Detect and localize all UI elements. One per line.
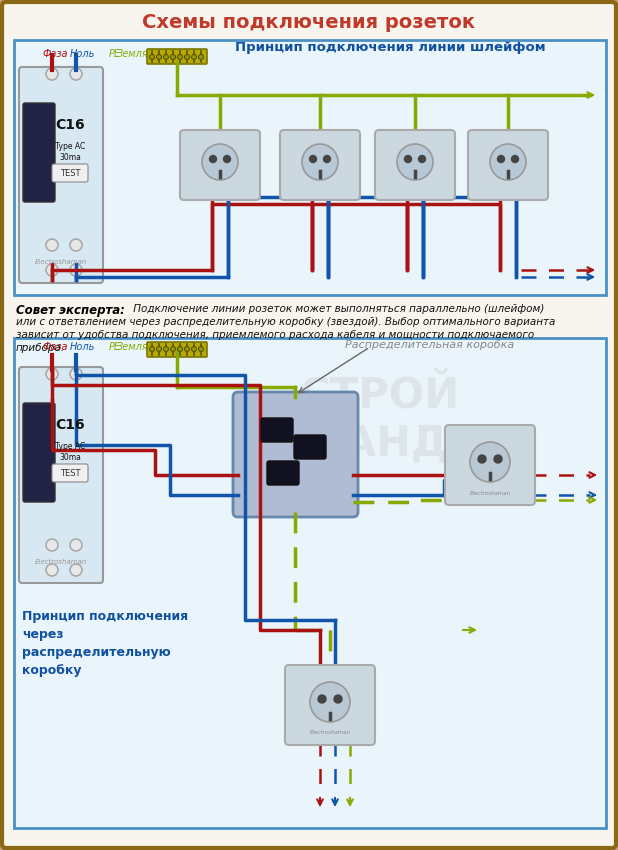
- Text: РЕ: РЕ: [109, 342, 121, 352]
- FancyBboxPatch shape: [52, 464, 88, 482]
- FancyBboxPatch shape: [280, 130, 360, 200]
- FancyBboxPatch shape: [233, 392, 358, 517]
- Circle shape: [192, 54, 197, 60]
- Circle shape: [318, 695, 326, 703]
- Circle shape: [171, 347, 176, 352]
- Circle shape: [470, 442, 510, 482]
- Circle shape: [494, 455, 502, 463]
- Circle shape: [46, 368, 58, 380]
- Text: РЕ: РЕ: [109, 49, 121, 59]
- Text: СТРОЙ
БАНД: СТРОЙ БАНД: [300, 375, 460, 465]
- Circle shape: [46, 264, 58, 276]
- Text: Земля: Земля: [117, 49, 149, 59]
- FancyBboxPatch shape: [180, 130, 260, 200]
- Text: Фаза: Фаза: [42, 49, 68, 59]
- Circle shape: [156, 347, 161, 352]
- Text: Type AC
30ma: Type AC 30ma: [55, 442, 85, 462]
- Circle shape: [150, 54, 154, 60]
- FancyBboxPatch shape: [285, 665, 375, 745]
- Text: Совет эксперта:: Совет эксперта:: [16, 304, 125, 317]
- Circle shape: [497, 156, 504, 162]
- Circle shape: [202, 144, 238, 180]
- Text: Подключение линии розеток может выполняться параллельно (шлейфом): Подключение линии розеток может выполнят…: [130, 304, 544, 314]
- Text: C16: C16: [55, 418, 85, 432]
- Circle shape: [164, 347, 169, 352]
- Circle shape: [46, 68, 58, 80]
- Text: Принцип подключения
через
распределительную
коробку: Принцип подключения через распределитель…: [22, 610, 188, 677]
- FancyBboxPatch shape: [468, 130, 548, 200]
- Text: Распределительная коробка: Распределительная коробка: [345, 340, 515, 350]
- FancyBboxPatch shape: [267, 461, 299, 485]
- Circle shape: [310, 156, 316, 162]
- Circle shape: [310, 682, 350, 722]
- Circle shape: [164, 54, 169, 60]
- Text: C16: C16: [55, 118, 85, 132]
- Text: зависит от удобства подключения, приемлемого расхода кабеля и мощности подключае: зависит от удобства подключения, приемле…: [16, 330, 534, 340]
- Circle shape: [46, 539, 58, 551]
- Circle shape: [70, 539, 82, 551]
- Circle shape: [418, 156, 426, 162]
- FancyBboxPatch shape: [147, 342, 207, 357]
- Text: Electroshaman: Electroshaman: [310, 730, 350, 735]
- Circle shape: [198, 54, 203, 60]
- Circle shape: [323, 156, 331, 162]
- FancyBboxPatch shape: [14, 40, 606, 295]
- FancyBboxPatch shape: [23, 103, 55, 202]
- Circle shape: [171, 54, 176, 60]
- FancyBboxPatch shape: [14, 338, 606, 828]
- FancyBboxPatch shape: [52, 164, 88, 182]
- Text: Ноль: Ноль: [69, 342, 95, 352]
- Circle shape: [192, 347, 197, 352]
- Circle shape: [334, 695, 342, 703]
- Circle shape: [46, 564, 58, 576]
- Circle shape: [397, 144, 433, 180]
- Text: прибора.: прибора.: [16, 343, 65, 353]
- Circle shape: [70, 564, 82, 576]
- Text: Фаза: Фаза: [42, 342, 68, 352]
- Circle shape: [302, 144, 338, 180]
- Circle shape: [490, 144, 526, 180]
- Circle shape: [210, 156, 216, 162]
- Text: TEST: TEST: [60, 468, 80, 478]
- FancyBboxPatch shape: [294, 435, 326, 459]
- FancyBboxPatch shape: [19, 67, 103, 283]
- Circle shape: [177, 54, 182, 60]
- Text: Type AC
30ma: Type AC 30ma: [55, 142, 85, 162]
- Text: Схемы подключения розеток: Схемы подключения розеток: [142, 13, 476, 31]
- Circle shape: [70, 239, 82, 251]
- FancyBboxPatch shape: [445, 425, 535, 505]
- FancyBboxPatch shape: [19, 367, 103, 583]
- Text: Electroshaman: Electroshaman: [470, 490, 510, 496]
- FancyBboxPatch shape: [375, 130, 455, 200]
- Circle shape: [185, 347, 190, 352]
- Text: TEST: TEST: [60, 168, 80, 178]
- Circle shape: [70, 368, 82, 380]
- Text: Принцип подключения линии шлейфом: Принцип подключения линии шлейфом: [235, 41, 545, 54]
- Circle shape: [224, 156, 231, 162]
- FancyBboxPatch shape: [147, 49, 207, 64]
- Text: Electroshaman: Electroshaman: [35, 559, 87, 565]
- Circle shape: [46, 239, 58, 251]
- Text: или с ответвлением через распределительную коробку (звездой). Выбор оптимального: или с ответвлением через распределительн…: [16, 317, 556, 327]
- Circle shape: [70, 68, 82, 80]
- Circle shape: [185, 54, 190, 60]
- Circle shape: [198, 347, 203, 352]
- Circle shape: [156, 54, 161, 60]
- Circle shape: [150, 347, 154, 352]
- Text: Земля: Земля: [117, 342, 149, 352]
- FancyBboxPatch shape: [261, 418, 293, 442]
- Circle shape: [478, 455, 486, 463]
- Text: Ноль: Ноль: [69, 49, 95, 59]
- Circle shape: [177, 347, 182, 352]
- FancyBboxPatch shape: [23, 403, 55, 502]
- Text: Electroshaman: Electroshaman: [35, 259, 87, 265]
- Circle shape: [70, 264, 82, 276]
- Circle shape: [405, 156, 412, 162]
- Circle shape: [512, 156, 519, 162]
